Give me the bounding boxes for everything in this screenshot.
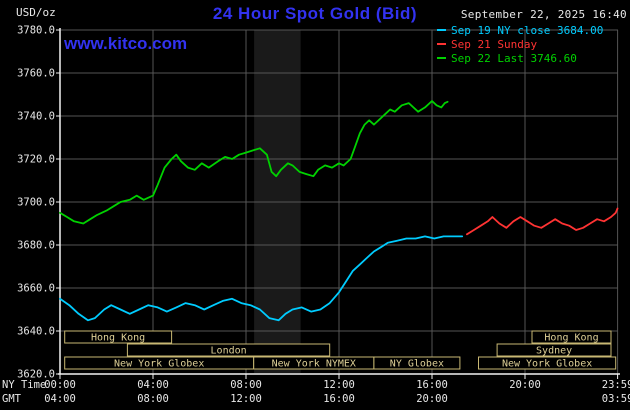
x-tick-label-gmt: 04:00 bbox=[44, 393, 76, 405]
session-box bbox=[64, 330, 173, 344]
x-tick-label-ny: 04:00 bbox=[137, 379, 169, 391]
x-tick-label-ny: 20:00 bbox=[509, 379, 541, 391]
x-tick-label-ny: 12:00 bbox=[323, 379, 355, 391]
session-box bbox=[478, 356, 617, 370]
series-line-sep19 bbox=[59, 235, 464, 322]
session-label: London bbox=[211, 346, 247, 357]
y-axis-unit-label: USD/oz bbox=[16, 6, 56, 19]
y-tick-label: 3660.0 bbox=[17, 283, 55, 295]
session-label: Sydney bbox=[536, 346, 572, 357]
y-tick-label: 3640.0 bbox=[17, 326, 55, 338]
y-tick-label: 3700.0 bbox=[17, 197, 55, 209]
legend-marker bbox=[437, 43, 446, 45]
x-tick-label-ny: 16:00 bbox=[416, 379, 448, 391]
legend-label: Sep 22 Last 3746.60 bbox=[451, 52, 577, 65]
kitco-watermark-link[interactable]: www.kitco.com bbox=[64, 34, 188, 53]
legend-marker bbox=[437, 57, 446, 59]
y-tick-label: 3720.0 bbox=[17, 154, 55, 166]
x-tick-label-gmt: 12:00 bbox=[230, 393, 262, 405]
series-line-sep21 bbox=[465, 207, 619, 236]
session-label: Hong Kong bbox=[91, 333, 145, 344]
x-tick-label-gmt: 20:00 bbox=[416, 393, 448, 405]
x-tick-label-gmt: 16:00 bbox=[323, 393, 355, 405]
session-label: Hong Kong bbox=[544, 333, 598, 344]
chart-legend: Sep 19 NY close 3684.00 Sep 21 Sunday Sep … bbox=[437, 24, 603, 66]
ny-time-row-label: NY Time bbox=[2, 379, 46, 391]
legend-label: Sep 19 NY close 3684.00 bbox=[451, 24, 604, 37]
chart-title: 24 Hour Spot Gold (Bid) bbox=[212, 4, 418, 23]
session-label: New York NYMEX bbox=[272, 359, 356, 370]
chart-datetime: September 22, 2025 16:40 bbox=[460, 8, 627, 21]
x-tick-label-ny: 00:00 bbox=[44, 379, 76, 391]
y-tick-label: 3680.0 bbox=[17, 240, 55, 252]
session-label: NY Globex bbox=[390, 359, 444, 370]
session-box bbox=[531, 330, 612, 344]
session-label: New York Globex bbox=[114, 359, 204, 370]
legend-item: Sep 22 Last 3746.60 bbox=[437, 52, 603, 66]
session-label: New York Globex bbox=[502, 359, 592, 370]
legend-item: Sep 21 Sunday bbox=[437, 38, 603, 52]
session-box bbox=[373, 356, 461, 370]
gmt-row-label: GMT bbox=[2, 393, 22, 405]
x-tick-label-ny: 08:00 bbox=[230, 379, 262, 391]
y-tick-label: 3620.0 bbox=[17, 369, 55, 381]
session-box bbox=[496, 343, 612, 357]
legend-item: Sep 19 NY close 3684.00 bbox=[437, 24, 603, 38]
legend-marker bbox=[437, 29, 446, 31]
series-line-sep22 bbox=[59, 100, 449, 225]
y-tick-label: 3760.0 bbox=[17, 68, 55, 80]
x-tick-label-gmt: 03:59 bbox=[602, 393, 630, 405]
session-box bbox=[126, 343, 331, 357]
x-tick-label-ny: 23:59 bbox=[602, 379, 630, 391]
y-tick-label: 3780.0 bbox=[17, 25, 55, 37]
y-tick-label: 3740.0 bbox=[17, 111, 55, 123]
legend-label: Sep 21 Sunday bbox=[451, 38, 538, 51]
x-tick-label-gmt: 08:00 bbox=[137, 393, 169, 405]
